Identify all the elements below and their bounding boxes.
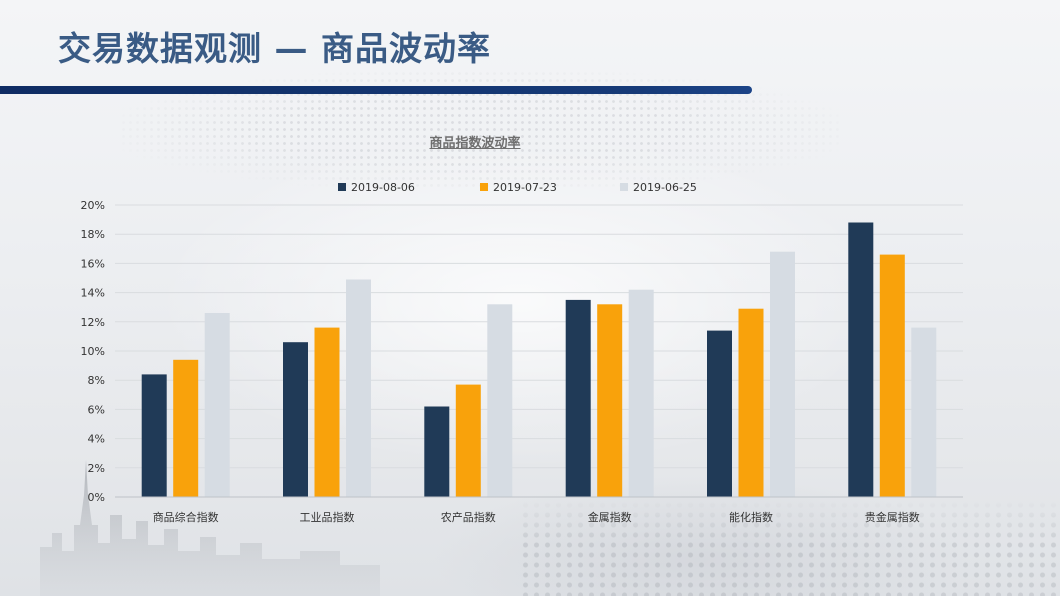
gridlines — [115, 204, 963, 469]
y-tick-label: 4% — [88, 433, 105, 446]
y-axis-ticks: 0% 2% 4% 6% 8% 10% 12% 14% 16% 18% 20% — [81, 199, 105, 504]
bar-2-3 — [455, 384, 481, 497]
y-tick-label: 16% — [81, 257, 105, 270]
bar-1-4 — [565, 299, 591, 497]
bar-1-2 — [283, 342, 308, 497]
legend-swatch-3 — [620, 183, 628, 191]
page-title: 交易数据观测 — 商品波动率 — [58, 29, 491, 68]
bars — [141, 222, 937, 497]
city-skyline-decoration — [40, 460, 380, 596]
bar-3-4 — [628, 289, 654, 497]
bar-3-2 — [346, 279, 371, 497]
bar-1-3 — [424, 406, 450, 497]
bar-1-5 — [707, 330, 732, 497]
legend-label-2: 2019-07-23 — [493, 181, 557, 194]
x-tick-label: 贵金属指数 — [865, 510, 920, 524]
x-tick-label: 农产品指数 — [441, 510, 496, 524]
legend-label-1: 2019-08-06 — [351, 181, 415, 194]
bar-2-1 — [173, 359, 199, 497]
bar-3-6 — [911, 327, 937, 497]
y-tick-label: 0% — [88, 491, 105, 504]
y-tick-label: 12% — [81, 316, 105, 329]
bar-1-6 — [848, 222, 874, 497]
x-tick-label: 能化指数 — [729, 510, 773, 524]
legend-item-2: 2019-07-23 — [480, 181, 557, 194]
legend-item-1: 2019-08-06 — [338, 181, 415, 194]
x-tick-label: 金属指数 — [588, 510, 632, 524]
legend-swatch-1 — [338, 183, 346, 191]
bar-3-1 — [204, 313, 230, 497]
y-tick-label: 14% — [81, 287, 105, 300]
legend-label-3: 2019-06-25 — [633, 181, 697, 194]
y-tick-label: 10% — [81, 345, 105, 358]
hexagon-pattern-decoration — [520, 500, 1060, 596]
y-tick-label: 2% — [88, 462, 105, 475]
bar-2-6 — [879, 254, 905, 497]
x-tick-label: 工业品指数 — [300, 510, 355, 524]
bar-2-4 — [597, 304, 623, 497]
legend-swatch-2 — [480, 183, 488, 191]
y-tick-label: 6% — [88, 403, 105, 416]
title-underline-bar — [0, 86, 752, 94]
x-tick-label: 商品综合指数 — [153, 510, 219, 524]
y-tick-label: 20% — [81, 199, 105, 212]
y-tick-label: 8% — [88, 374, 105, 387]
bar-2-5 — [738, 308, 764, 497]
bar-1-1 — [141, 374, 167, 497]
bar-2-2 — [314, 327, 340, 497]
bar-3-3 — [487, 304, 513, 497]
y-tick-label: 18% — [81, 228, 105, 241]
chart-title: 商品指数波动率 — [429, 136, 521, 151]
x-axis-ticks: 商品综合指数 工业品指数 农产品指数 金属指数 能化指数 贵金属指数 — [153, 510, 920, 524]
bar-3-5 — [770, 251, 795, 497]
legend-item-3: 2019-06-25 — [620, 181, 697, 194]
